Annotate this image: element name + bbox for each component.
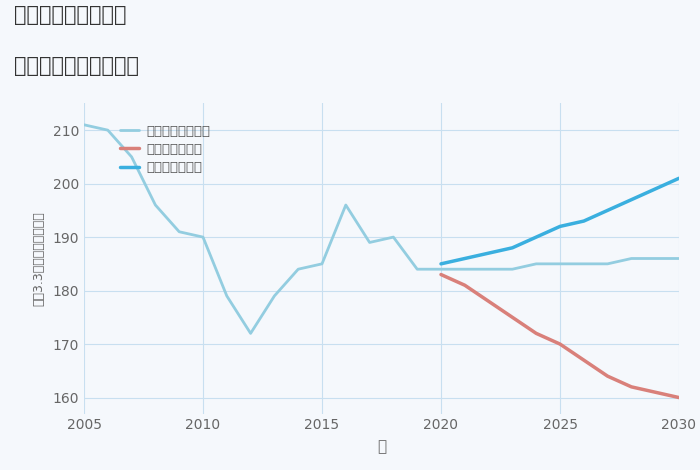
- バッドシナリオ: [461, 282, 469, 288]
- ノーマルシナリオ: [294, 266, 302, 272]
- ノーマルシナリオ: [104, 127, 112, 133]
- ノーマルシナリオ: [127, 154, 136, 160]
- ノーマルシナリオ: [365, 240, 374, 245]
- バッドシナリオ: [627, 384, 636, 390]
- バッドシナリオ: [484, 298, 493, 304]
- Y-axis label: 坪（3.3㎡）単価（万円）: 坪（3.3㎡）単価（万円）: [33, 211, 46, 306]
- グッドシナリオ: [532, 234, 540, 240]
- ノーマルシナリオ: [151, 202, 160, 208]
- Text: 中古戸建ての価格推移: 中古戸建ての価格推移: [14, 56, 139, 77]
- ノーマルシナリオ: [318, 261, 326, 266]
- ノーマルシナリオ: [508, 266, 517, 272]
- ノーマルシナリオ: [437, 266, 445, 272]
- グッドシナリオ: [461, 256, 469, 261]
- バッドシナリオ: [603, 373, 612, 379]
- ノーマルシナリオ: [175, 229, 183, 235]
- ノーマルシナリオ: [199, 234, 207, 240]
- Line: バッドシナリオ: バッドシナリオ: [441, 274, 679, 398]
- ノーマルシナリオ: [627, 256, 636, 261]
- ノーマルシナリオ: [389, 234, 398, 240]
- バッドシナリオ: [651, 389, 659, 395]
- ノーマルシナリオ: [413, 266, 421, 272]
- バッドシナリオ: [675, 395, 683, 400]
- バッドシナリオ: [580, 357, 588, 363]
- グッドシナリオ: [651, 186, 659, 192]
- ノーマルシナリオ: [342, 202, 350, 208]
- グッドシナリオ: [580, 218, 588, 224]
- グッドシナリオ: [437, 261, 445, 266]
- ノーマルシナリオ: [651, 256, 659, 261]
- ノーマルシナリオ: [270, 293, 279, 299]
- ノーマルシナリオ: [675, 256, 683, 261]
- ノーマルシナリオ: [580, 261, 588, 266]
- ノーマルシナリオ: [223, 293, 231, 299]
- グッドシナリオ: [484, 251, 493, 256]
- Legend: ノーマルシナリオ, バッドシナリオ, グッドシナリオ: ノーマルシナリオ, バッドシナリオ, グッドシナリオ: [114, 119, 216, 180]
- ノーマルシナリオ: [461, 266, 469, 272]
- ノーマルシナリオ: [603, 261, 612, 266]
- バッドシナリオ: [532, 330, 540, 336]
- グッドシナリオ: [508, 245, 517, 251]
- ノーマルシナリオ: [556, 261, 564, 266]
- ノーマルシナリオ: [484, 266, 493, 272]
- グッドシナリオ: [627, 197, 636, 203]
- Text: 東京都足立区島根の: 東京都足立区島根の: [14, 5, 127, 25]
- Line: ノーマルシナリオ: ノーマルシナリオ: [84, 125, 679, 333]
- ノーマルシナリオ: [246, 330, 255, 336]
- ノーマルシナリオ: [532, 261, 540, 266]
- Line: グッドシナリオ: グッドシナリオ: [441, 178, 679, 264]
- バッドシナリオ: [437, 272, 445, 277]
- グッドシナリオ: [603, 208, 612, 213]
- ノーマルシナリオ: [80, 122, 88, 128]
- X-axis label: 年: 年: [377, 439, 386, 454]
- バッドシナリオ: [508, 314, 517, 320]
- バッドシナリオ: [556, 341, 564, 347]
- グッドシナリオ: [556, 224, 564, 229]
- グッドシナリオ: [675, 175, 683, 181]
